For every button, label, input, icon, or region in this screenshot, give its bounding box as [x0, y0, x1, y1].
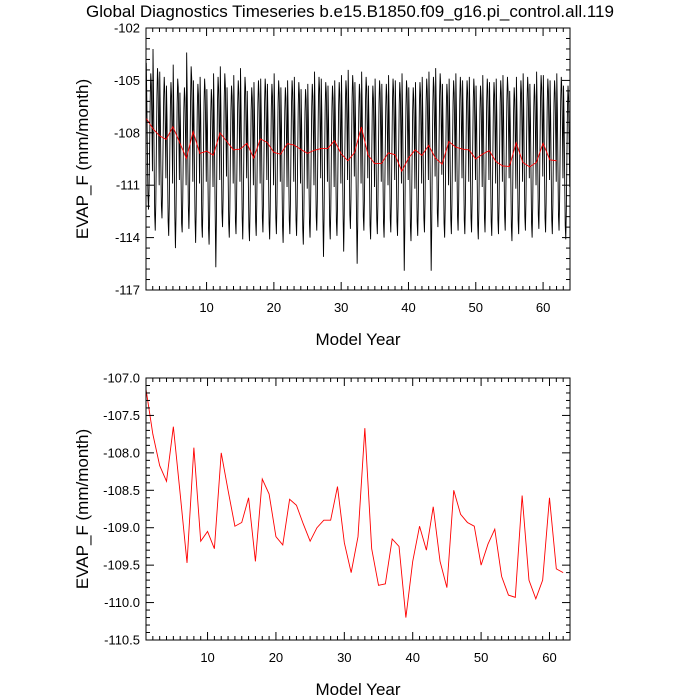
- x-tick-label: 30: [337, 650, 351, 665]
- y-tick-label: -109.0: [103, 520, 140, 535]
- y-tick-label: -107.5: [103, 408, 140, 423]
- x-tick-label: 60: [536, 300, 550, 315]
- x-tick-label: 40: [405, 650, 419, 665]
- chart-title: Global Diagnostics Timeseries b.e15.B185…: [86, 2, 614, 21]
- y-tick-label: -111: [116, 178, 140, 193]
- y-tick-label: -107.0: [103, 371, 140, 386]
- series-line-1: [146, 117, 557, 173]
- x-axis-title: Model Year: [315, 680, 400, 699]
- plot-frame: [145, 377, 571, 641]
- y-tick-label: -114: [115, 230, 140, 245]
- x-axis-title: Model Year: [315, 330, 400, 349]
- x-tick-label: 50: [469, 300, 483, 315]
- y-tick-label: -105: [114, 73, 140, 88]
- plot-frame: [145, 27, 571, 291]
- y-axis-title: EVAP_F (mm/month): [73, 79, 92, 239]
- series-line-0: [146, 48, 570, 271]
- x-tick-label: 50: [474, 650, 488, 665]
- x-tick-label: 40: [401, 300, 415, 315]
- y-tick-label: -108.0: [103, 445, 140, 460]
- y-tick-label: -110.5: [104, 633, 140, 648]
- y-tick-label: -109.5: [103, 558, 140, 573]
- x-tick-label: 20: [267, 300, 281, 315]
- y-tick-label: -102: [114, 21, 140, 36]
- x-tick-label: 30: [334, 300, 348, 315]
- x-tick-label: 10: [199, 300, 213, 315]
- y-tick-label: -108.5: [103, 483, 140, 498]
- top-panel: 10 20 30 40 50 60 -117 -114 -111 -108 -105 -102 Mode…: [73, 21, 571, 349]
- bottom-panel: 10 20 30 40 50 60 -110.5 -110.0 -109.5 -109.0 -108…: [73, 371, 571, 699]
- x-tick-label: 20: [269, 650, 283, 665]
- y-tick-label: -117: [115, 283, 140, 298]
- x-tick-label: 10: [200, 650, 214, 665]
- y-axis-title: EVAP_F (mm/month): [73, 429, 92, 589]
- y-tick-label: -108: [114, 125, 140, 140]
- series-line-0: [146, 389, 564, 618]
- y-tick-label: -110.0: [104, 595, 140, 610]
- x-tick-label: 60: [542, 650, 556, 665]
